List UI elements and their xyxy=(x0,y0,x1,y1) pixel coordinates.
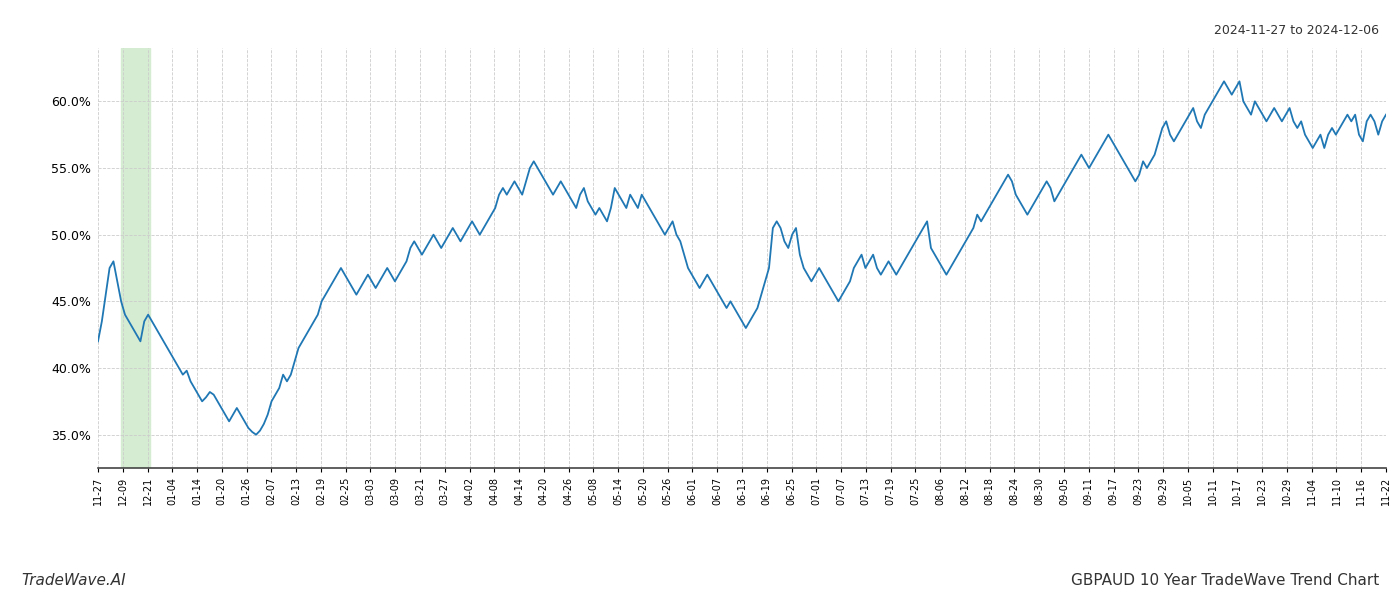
Bar xyxy=(122,48,150,468)
Text: 2024-11-27 to 2024-12-06: 2024-11-27 to 2024-12-06 xyxy=(1214,24,1379,37)
Text: GBPAUD 10 Year TradeWave Trend Chart: GBPAUD 10 Year TradeWave Trend Chart xyxy=(1071,573,1379,588)
Text: TradeWave.AI: TradeWave.AI xyxy=(21,573,126,588)
